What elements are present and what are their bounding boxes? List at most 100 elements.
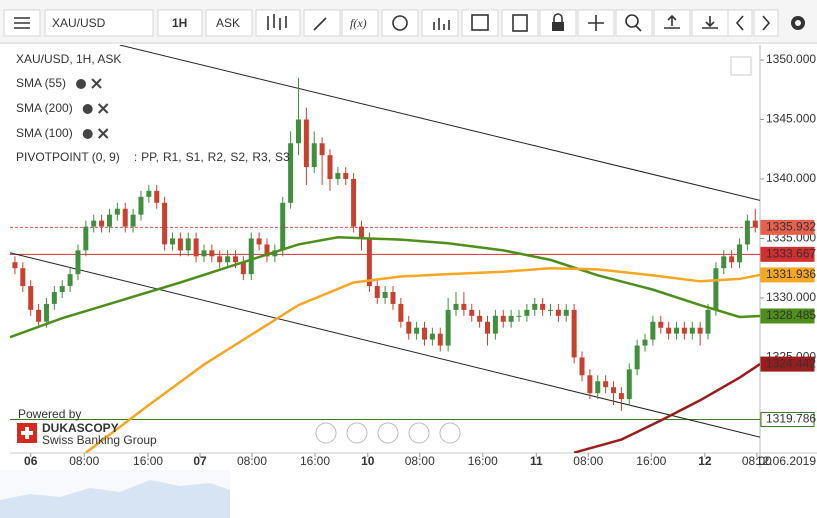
candle-body xyxy=(595,381,601,394)
next-button[interactable] xyxy=(753,9,779,37)
candle-body xyxy=(650,321,656,340)
candle-body xyxy=(12,262,18,269)
pivot-item: PP, xyxy=(141,150,159,164)
price-label-bg xyxy=(760,308,815,324)
candle-body xyxy=(414,327,420,334)
x-tick-label: 06 xyxy=(24,454,38,468)
price-label: 1328.485 xyxy=(766,308,816,322)
candle-body xyxy=(256,238,262,245)
overlay: XAU/USD, 1H, ASK Powered by DUKASCOPY Sw… xyxy=(16,52,752,447)
nav-back[interactable] xyxy=(315,422,337,444)
candle-body xyxy=(366,238,372,287)
candle-body xyxy=(540,303,546,310)
legend-settings[interactable] xyxy=(82,104,93,114)
candle-body xyxy=(169,238,175,245)
next-icon xyxy=(762,15,771,31)
candle-body xyxy=(398,303,404,322)
candle-body xyxy=(75,250,81,275)
period-button[interactable] xyxy=(157,9,203,37)
legend-entry: SMA (100) xyxy=(16,126,73,140)
candle-body xyxy=(335,173,341,179)
price-label-bg xyxy=(760,219,815,235)
pivot-item: R1, xyxy=(163,150,182,164)
report-button[interactable] xyxy=(501,9,539,37)
price-label-bg xyxy=(760,411,815,427)
pivot-item: S1, xyxy=(186,150,204,164)
price-label: 1331.936 xyxy=(766,267,816,281)
info-button[interactable] xyxy=(381,9,419,37)
candle-body xyxy=(358,226,364,239)
tagline: Swiss Banking Group xyxy=(42,433,157,447)
calendar-button[interactable] xyxy=(461,9,499,37)
candle-body xyxy=(713,268,719,310)
legend-remove[interactable] xyxy=(91,78,102,89)
candle-body xyxy=(658,321,664,328)
fx-label: f(x) xyxy=(350,16,367,30)
upload-button[interactable] xyxy=(653,9,691,37)
candle-body xyxy=(532,303,538,310)
brand: DUKASCOPY xyxy=(42,421,119,435)
candle-body xyxy=(469,309,475,316)
candle-body xyxy=(36,309,42,322)
candle-body xyxy=(303,119,309,168)
candle-body xyxy=(508,315,514,322)
candle-body xyxy=(146,190,152,197)
expand-button[interactable] xyxy=(730,56,752,76)
candle-body xyxy=(20,268,26,287)
candle-body xyxy=(51,292,57,304)
symbol-input[interactable] xyxy=(44,9,154,37)
x-tick-label: 16:00 xyxy=(636,454,666,468)
candle-body xyxy=(240,262,246,275)
candle-body xyxy=(382,292,388,298)
nav-zoom-in[interactable] xyxy=(408,422,430,444)
candle-body xyxy=(99,220,105,227)
lock-shackle xyxy=(553,13,563,22)
x-tick-label: 08:00 xyxy=(405,454,435,468)
legend-remove[interactable] xyxy=(97,128,109,139)
candle-body xyxy=(43,303,49,322)
legend-settings[interactable] xyxy=(82,129,93,139)
candle-body xyxy=(138,196,144,215)
candle-body xyxy=(272,250,278,257)
x-tick-label: 08:00 xyxy=(573,454,603,468)
side-button[interactable] xyxy=(205,9,253,37)
candle-body xyxy=(311,143,317,168)
candle-body xyxy=(681,327,687,334)
candle-body xyxy=(162,202,168,245)
candle-body xyxy=(555,309,561,316)
candle-body xyxy=(666,327,672,334)
nav-forward[interactable] xyxy=(439,422,461,444)
download-button[interactable] xyxy=(691,9,729,37)
legend-remove[interactable] xyxy=(97,103,109,114)
candle-body xyxy=(209,250,215,257)
volume-button[interactable] xyxy=(421,9,459,37)
candle-body xyxy=(406,321,412,334)
prev-button[interactable] xyxy=(727,9,753,37)
candle-body xyxy=(744,220,750,245)
zoom-button[interactable] xyxy=(615,9,653,37)
candle-body xyxy=(500,315,506,322)
logo-cross xyxy=(21,427,33,439)
candle-body xyxy=(390,292,396,304)
indicator-button[interactable] xyxy=(341,9,379,37)
candle-body xyxy=(201,250,207,257)
price-label-bg xyxy=(760,267,815,283)
plot-area xyxy=(10,45,760,453)
candle-body xyxy=(524,309,530,316)
y-tick-label: 1350.000 xyxy=(766,52,816,66)
calendar-icon xyxy=(471,14,489,31)
info-icon xyxy=(392,15,408,31)
nav-buttons xyxy=(315,422,461,444)
chart-type-button[interactable] xyxy=(255,9,301,37)
pivot-item: R3, xyxy=(252,150,271,164)
candle-body xyxy=(721,256,727,269)
candle-body xyxy=(737,244,743,263)
pivot-item: R2, xyxy=(208,150,227,164)
navigator-window xyxy=(230,470,817,518)
nav-zoom-out[interactable] xyxy=(346,422,368,444)
candle-body xyxy=(705,309,711,334)
price-label: 1319.786 xyxy=(766,412,816,426)
legend-settings[interactable] xyxy=(76,79,87,89)
nav-reset[interactable] xyxy=(377,422,399,444)
candle-body xyxy=(729,256,735,263)
